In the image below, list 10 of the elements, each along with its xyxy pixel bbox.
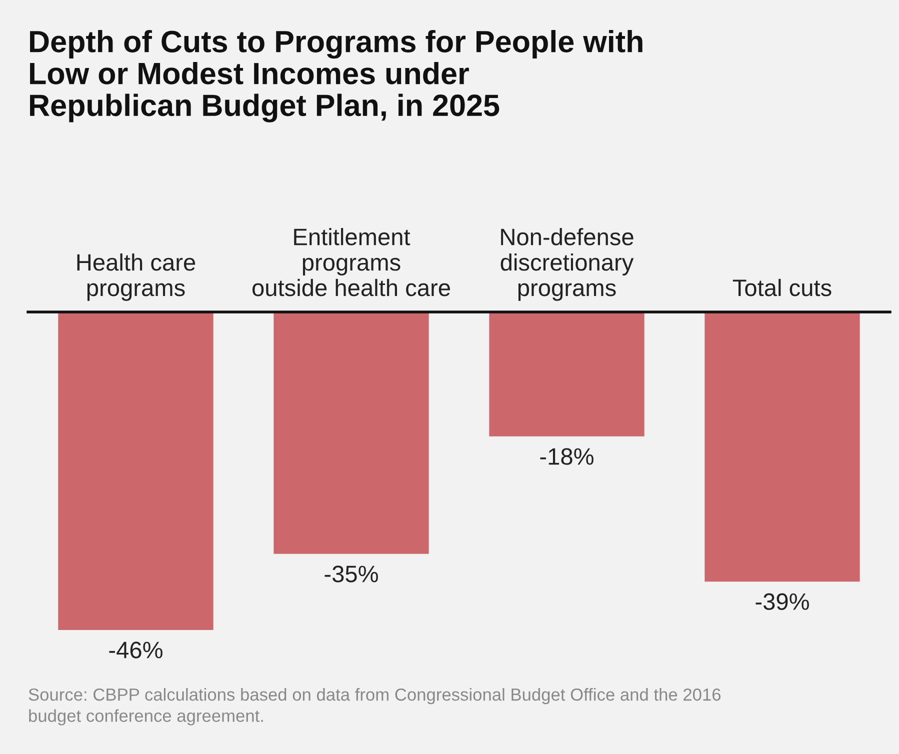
x-tick-label: Entitlement programs outside health care — [252, 228, 450, 296]
data-label: -35% — [324, 566, 378, 582]
source-note: Source: CBPP calculations based on data from Congressional Budget Office and the 2016 budget conference agreement. — [28, 688, 721, 726]
chart-title: Depth of Cuts to Programs for People with Low or Modest Incomes under Republican Budget Plan, in 2025 — [30, 30, 642, 122]
data-label: -39% — [756, 593, 809, 610]
x-tick-label: Total cuts — [732, 278, 832, 296]
data-label: -18% — [540, 448, 594, 465]
x-tick-label: Non-defense discretionary programs — [500, 228, 634, 301]
x-tick-label: Health care programs — [77, 253, 196, 301]
data-label: -46% — [109, 642, 162, 658]
